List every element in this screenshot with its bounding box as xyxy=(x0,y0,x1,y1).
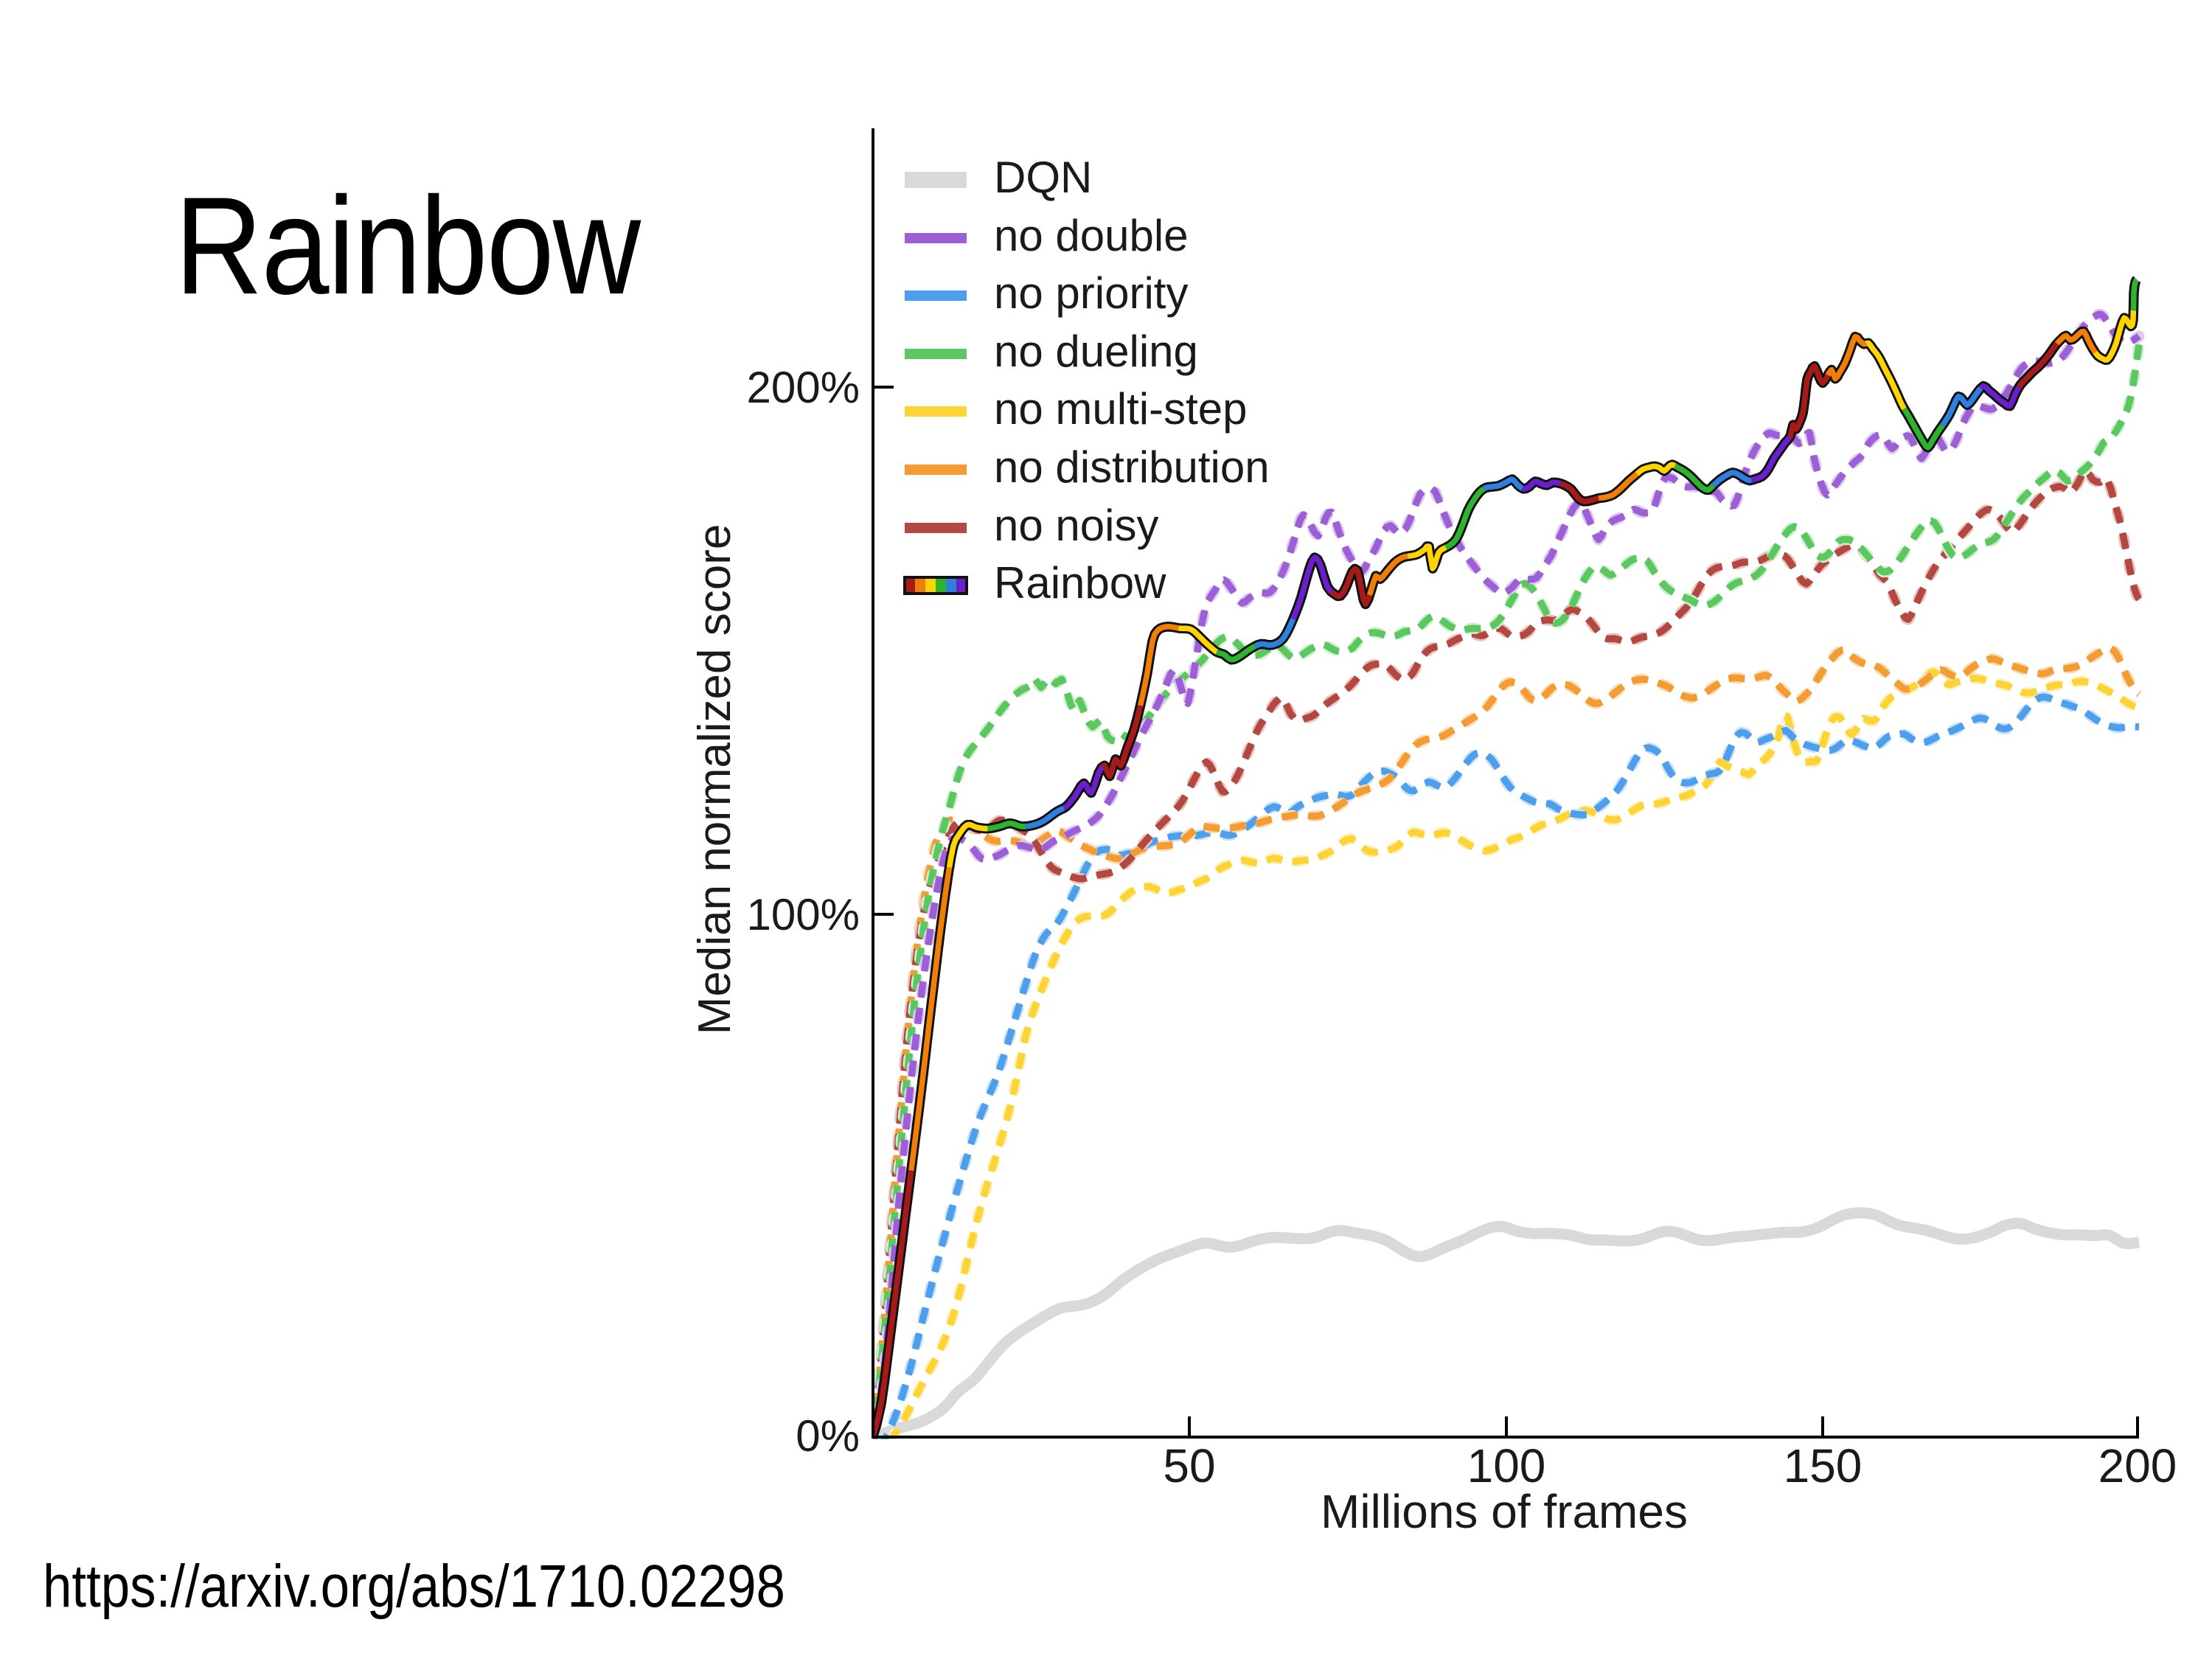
svg-text:Median normalized score: Median normalized score xyxy=(689,524,740,1035)
svg-text:DQN: DQN xyxy=(994,153,1092,202)
svg-text:100: 100 xyxy=(1467,1439,1546,1492)
svg-text:no distribution: no distribution xyxy=(994,442,1270,492)
svg-text:no dueling: no dueling xyxy=(994,327,1198,376)
svg-text:200: 200 xyxy=(2098,1439,2177,1492)
svg-text:no multi-step: no multi-step xyxy=(994,384,1247,434)
svg-text:150: 150 xyxy=(1784,1439,1863,1492)
svg-text:no priority: no priority xyxy=(994,268,1188,318)
svg-text:0%: 0% xyxy=(796,1411,860,1461)
svg-text:50: 50 xyxy=(1163,1439,1215,1492)
svg-text:Rainbow: Rainbow xyxy=(994,558,1166,608)
svg-text:200%: 200% xyxy=(747,363,860,412)
svg-text:no noisy: no noisy xyxy=(994,501,1158,550)
svg-text:Millions of frames: Millions of frames xyxy=(1321,1485,1688,1538)
svg-text:100%: 100% xyxy=(747,890,860,939)
svg-text:no double: no double xyxy=(994,211,1189,260)
